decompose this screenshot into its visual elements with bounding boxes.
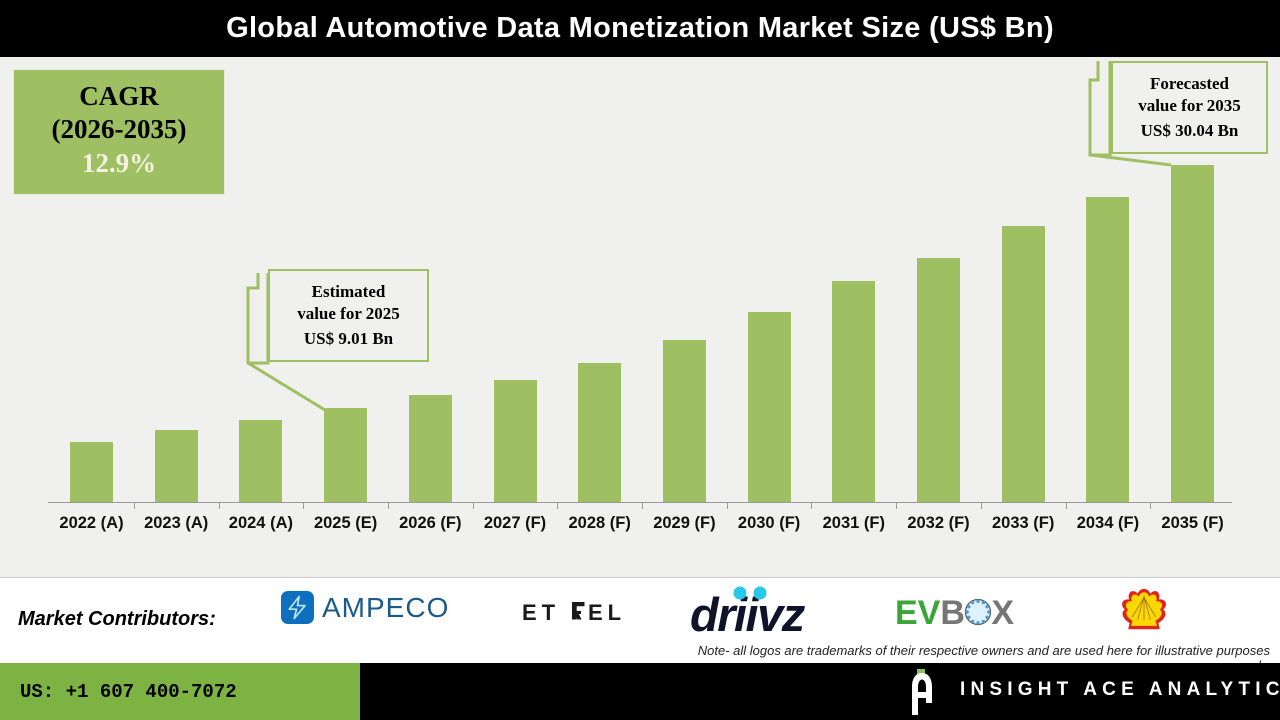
svg-text:EL: EL <box>588 600 626 625</box>
svg-text:ET: ET <box>522 600 560 625</box>
